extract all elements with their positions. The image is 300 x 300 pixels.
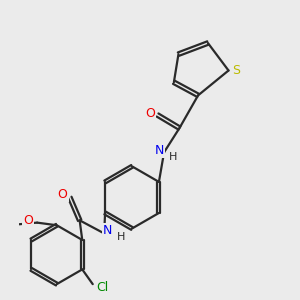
Text: S: S: [232, 64, 240, 77]
Text: N: N: [154, 144, 164, 157]
Text: O: O: [23, 214, 33, 227]
Text: O: O: [58, 188, 68, 201]
Text: O: O: [146, 107, 155, 120]
Text: H: H: [117, 232, 125, 242]
Text: Cl: Cl: [96, 281, 108, 294]
Text: N: N: [103, 224, 112, 237]
Text: H: H: [169, 152, 177, 162]
